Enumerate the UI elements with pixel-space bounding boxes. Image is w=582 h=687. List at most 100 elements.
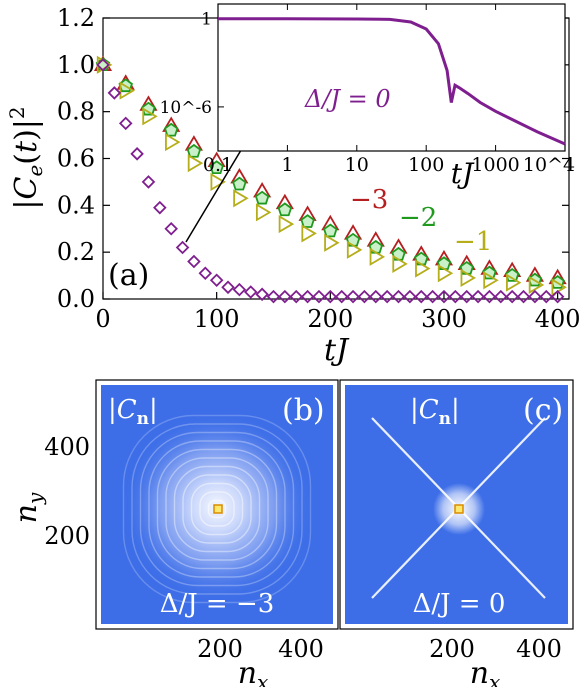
panel-c-center-peak <box>454 504 464 514</box>
y-tick-label: 0.0 <box>57 285 95 313</box>
data-point-diamond <box>369 289 383 304</box>
y-tick-label: 0.4 <box>57 191 95 219</box>
data-point-diamond <box>107 86 122 100</box>
panel-a-y-axis-label: |Ce(t)|2 <box>5 106 47 209</box>
panel-b-ring <box>190 482 244 536</box>
inset-x-tick-label: 10^4 <box>523 154 575 176</box>
data-point-diamond <box>505 289 519 304</box>
inset-x-tick-label: 1 <box>281 154 293 176</box>
series-label-minus2: −2 <box>399 203 437 233</box>
panel-c-annotation: Δ/J = 0 <box>413 589 506 619</box>
data-point-diamond <box>153 200 167 215</box>
data-point-triangle-right <box>528 275 545 295</box>
data-point-triangle-right <box>483 271 499 290</box>
data-point-diamond <box>323 289 338 304</box>
panel-b-label: (b) <box>282 393 325 428</box>
panel-b-x-tick-400: 400 <box>278 635 324 663</box>
maps-y-tick-200: 200 <box>44 522 90 550</box>
data-point-pentagon <box>163 122 179 137</box>
y-tick-label: 1.2 <box>57 4 95 32</box>
y-tick-label: 0.8 <box>57 98 95 126</box>
inset-annotation: Δ/J = 0 <box>304 85 391 113</box>
panel-c-x-axis-label: nx <box>470 656 501 687</box>
inset-ticks: 0.1 1 10 100 1000 10^4 1 10^-6 <box>160 4 575 176</box>
data-point-pentagon <box>368 239 384 254</box>
data-point-diamond <box>391 289 406 304</box>
data-point-pentagon <box>186 143 202 158</box>
data-point-diamond <box>266 289 281 304</box>
data-point-triangle-right <box>301 224 317 243</box>
data-point-diamond <box>255 287 269 302</box>
data-point-triangle-right <box>119 81 136 100</box>
data-point-diamond <box>437 289 451 304</box>
data-point-diamond <box>494 289 508 304</box>
inset-x-tick-label: 10 <box>345 154 369 176</box>
data-point-pentagon <box>300 214 315 228</box>
inset: 0.1 1 10 100 1000 10^4 1 10^-6 Δ/J = 0 tJ <box>160 3 575 190</box>
data-point-pentagon <box>209 160 224 175</box>
data-point-diamond <box>300 289 315 304</box>
y-tick-label: 0.6 <box>57 145 95 173</box>
data-point-triangle-right <box>437 264 454 283</box>
data-point-diamond <box>175 240 190 255</box>
panel-b-center-peak <box>213 504 223 514</box>
data-point-triangle-right <box>210 172 226 191</box>
panel-b: |Cn| (b) Δ/J = −3 <box>95 379 339 630</box>
data-point-diamond <box>482 289 497 304</box>
panel-b-x-tick-200: 200 <box>197 635 243 663</box>
data-point-diamond <box>380 289 394 304</box>
data-point-diamond <box>96 58 110 72</box>
data-point-diamond <box>243 285 258 299</box>
x-tick-label: 0 <box>95 305 110 333</box>
data-point-triangle-right <box>278 214 295 234</box>
x-tick-label: 100 <box>194 305 240 333</box>
data-point-diamond <box>516 289 531 304</box>
series-diamond <box>96 58 565 304</box>
panel-b-ring <box>165 457 269 561</box>
inset-x-axis-label: tJ <box>451 157 475 190</box>
data-point-diamond <box>198 266 213 281</box>
data-point-triangle-right <box>165 133 181 152</box>
inset-x-tick-label: 1000 <box>471 154 519 176</box>
inset-series-delta0 <box>217 17 566 146</box>
panel-a-series <box>93 55 567 304</box>
data-point-triangle-right <box>369 247 386 266</box>
data-point-triangle-right <box>460 268 476 287</box>
panel-b-ring <box>173 465 261 553</box>
panel-b-ring <box>122 414 312 604</box>
data-point-pentagon <box>323 223 338 238</box>
data-point-triangle-right <box>415 259 431 278</box>
data-point-diamond <box>118 116 133 131</box>
series-label-minus1: −1 <box>454 227 492 257</box>
data-point-diamond <box>550 289 565 304</box>
data-point-diamond <box>539 289 554 304</box>
data-point-pentagon <box>254 190 270 205</box>
panel-a: 0.0 0.2 0.4 0.6 0.8 1.0 1.2 0 100 200 300 400 |Ce(… <box>5 4 581 368</box>
panel-c-x-tick-400: 400 <box>516 635 562 663</box>
panel-b-ring <box>131 423 303 595</box>
panel-c-label: (c) <box>523 393 563 428</box>
panel-b-ring <box>199 491 235 527</box>
panel-b-ring <box>156 448 278 570</box>
maps-y-tick-400: 400 <box>44 433 90 461</box>
panel-b-ring <box>148 440 286 578</box>
data-point-diamond <box>278 289 292 304</box>
x-tick-label: 300 <box>421 305 467 333</box>
data-point-diamond <box>425 289 440 304</box>
panel-b-ring <box>182 474 252 544</box>
data-point-triangle-right <box>233 189 249 208</box>
data-point-diamond <box>232 282 247 297</box>
panel-b-ring <box>139 431 295 587</box>
data-point-triangle-right <box>142 107 158 126</box>
data-point-triangle-right <box>506 273 522 292</box>
data-point-diamond <box>164 221 178 236</box>
data-point-triangle-right <box>187 154 204 173</box>
x-tick-label: 400 <box>535 305 581 333</box>
series-label-minus3: −3 <box>350 185 388 215</box>
panel-c-x-tick-200: 200 <box>429 635 475 663</box>
inset-x-tick-label: 100 <box>408 154 444 176</box>
data-point-diamond <box>357 289 372 304</box>
data-point-triangle-right <box>392 254 408 273</box>
panel-a-label: (a) <box>108 258 149 293</box>
data-point-diamond <box>334 289 349 304</box>
